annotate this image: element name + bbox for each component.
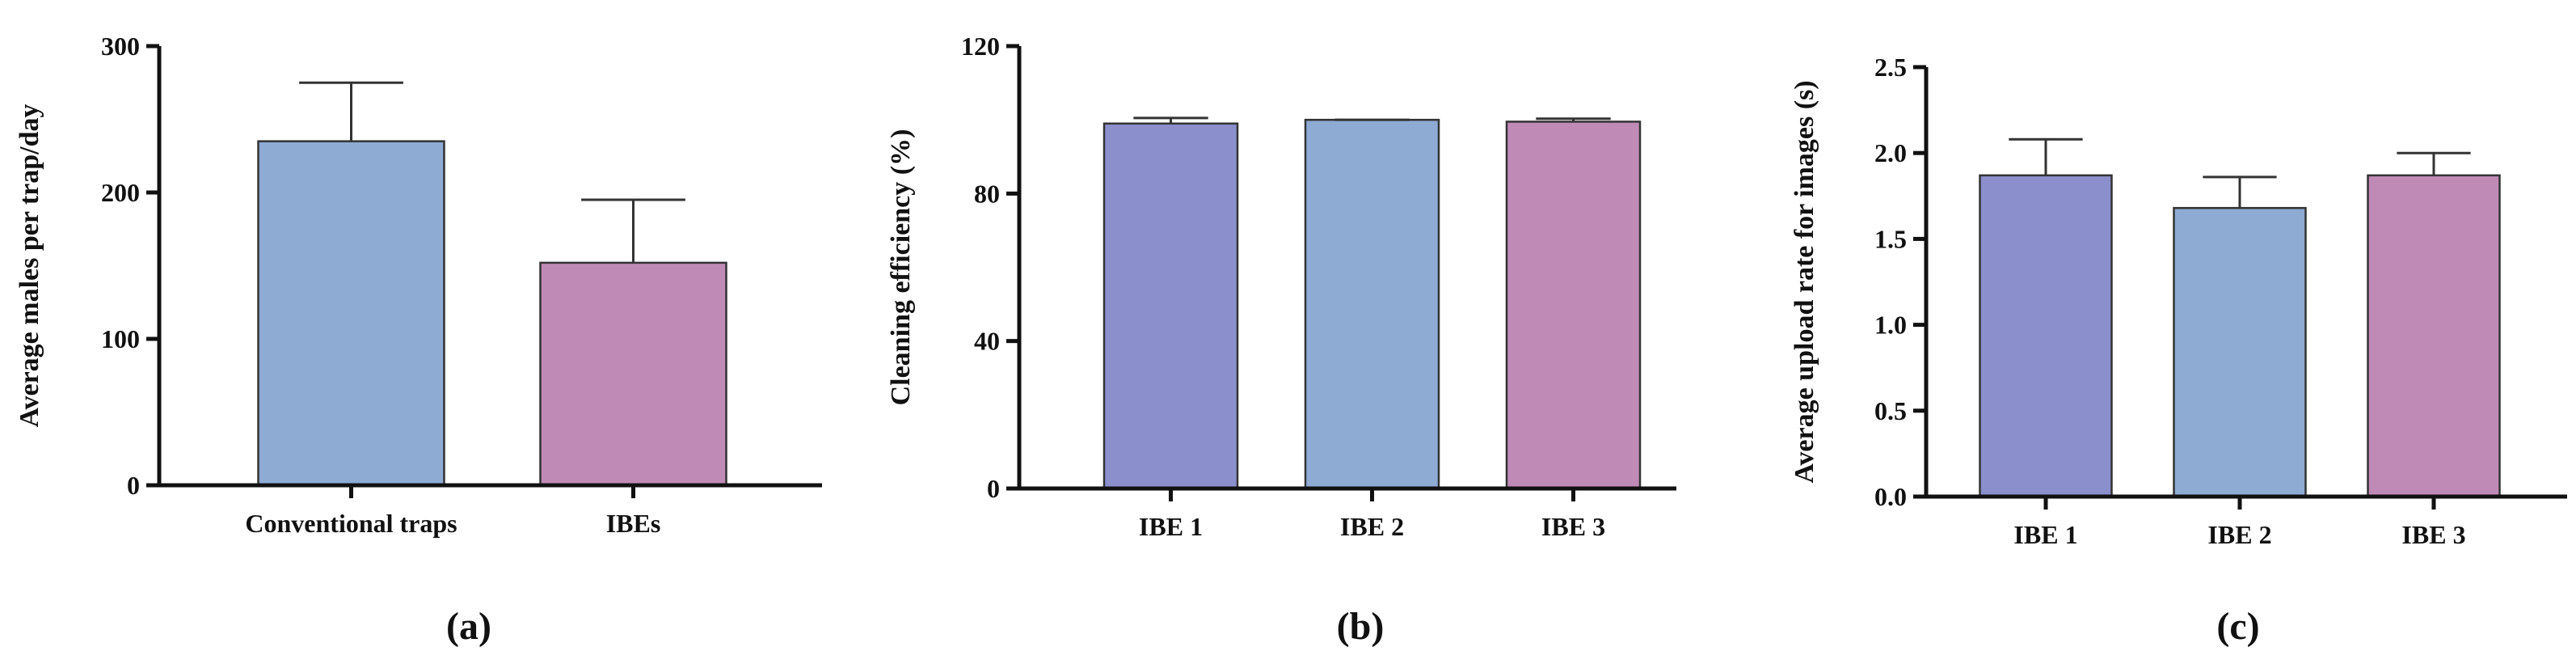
y-tick-label: 1.0 [1874, 311, 1907, 340]
bar [1505, 121, 1642, 490]
y-tick-label: 2.0 [1874, 138, 1907, 167]
y-tick-label: 100 [101, 324, 140, 353]
x-tick-label: IBE 2 [2207, 520, 2271, 549]
x-tick-label: IBE 1 [1139, 512, 1203, 541]
caption: (c) [2216, 605, 2259, 648]
error-bar [2397, 151, 2471, 176]
bar [1979, 174, 2113, 498]
bar [2173, 206, 2307, 498]
caption: (a) [446, 605, 491, 648]
bar [539, 261, 727, 487]
bar [1102, 122, 1239, 490]
x-tick-label: IBEs [606, 509, 661, 538]
bar [2367, 174, 2501, 498]
y-tick-label: 80 [974, 179, 1000, 208]
y-tick-label: 0 [127, 471, 140, 500]
caption: (b) [1337, 605, 1385, 648]
error-bar [2009, 137, 2083, 176]
y-tick-label: 200 [101, 178, 140, 207]
x-tick-label: IBE 3 [1541, 512, 1605, 541]
x-tick-label: Conventional traps [245, 509, 457, 538]
y-tick-label: 300 [101, 32, 140, 61]
error-bar [2203, 176, 2277, 209]
x-tick-label: IBE 1 [2013, 520, 2077, 549]
error-bar [581, 198, 685, 263]
bar [1304, 118, 1440, 490]
error-bar [1133, 116, 1208, 124]
y-tick-label: 0.5 [1874, 396, 1907, 425]
y-tick-label: 120 [961, 32, 1000, 61]
error-bar [1536, 117, 1611, 122]
y-axis-label: Cleaning efficiency (%) [886, 129, 916, 406]
bar [257, 140, 445, 487]
y-axis-label: Average upload rate for images (s) [1790, 80, 1819, 483]
y-tick-label: 40 [974, 327, 1000, 356]
y-axis-label: Average males per trap/day [15, 104, 44, 427]
y-tick-label: 1.5 [1874, 224, 1907, 253]
error-bar [299, 81, 403, 142]
x-tick-label: IBE 2 [1340, 512, 1404, 541]
y-tick-label: 2.5 [1874, 53, 1907, 82]
x-tick-label: IBE 3 [2401, 520, 2465, 549]
y-tick-label: 0.0 [1874, 482, 1907, 511]
y-tick-label: 0 [987, 474, 1000, 503]
